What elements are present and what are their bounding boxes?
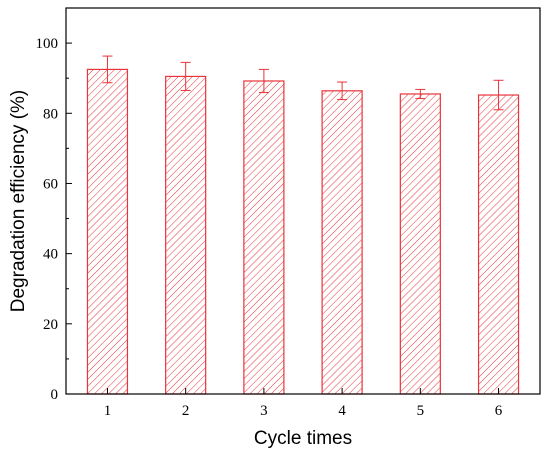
error-bars — [102, 55, 504, 111]
x-tick-label: 4 — [338, 403, 346, 419]
bar-6 — [477, 94, 520, 395]
bar-4 — [321, 90, 363, 395]
y-tick-label: 0 — [51, 387, 59, 403]
bar-5 — [399, 93, 441, 395]
bar-2 — [165, 75, 207, 395]
y-tick-label: 80 — [43, 106, 58, 122]
x-axis: 1 2 3 4 5 6 — [104, 388, 503, 419]
y-tick-label: 100 — [36, 36, 59, 52]
x-tick-label: 3 — [260, 403, 268, 419]
error-bar-3 — [258, 68, 269, 94]
bar-1 — [86, 68, 129, 395]
x-tick-label: 6 — [495, 403, 503, 419]
error-bar-1 — [102, 55, 113, 84]
y-tick-label: 40 — [43, 247, 58, 263]
y-axis-title: Degradation efficiency (%) — [8, 90, 29, 312]
x-tick-label: 1 — [104, 403, 112, 419]
bars — [86, 68, 520, 395]
x-tick-label: 5 — [417, 403, 425, 419]
y-axis: 0 20 40 60 80 100 — [36, 36, 72, 403]
error-bar-5 — [415, 88, 426, 100]
x-tick-label: 2 — [182, 403, 190, 419]
error-bar-4 — [337, 81, 348, 101]
x-axis-title: Cycle times — [254, 428, 352, 449]
y-tick-label: 60 — [43, 176, 58, 192]
error-bar-2 — [180, 61, 191, 91]
error-bar-6 — [493, 79, 504, 111]
y-tick-label: 20 — [43, 317, 58, 333]
bar-3 — [243, 80, 285, 395]
plot-frame — [65, 7, 541, 395]
